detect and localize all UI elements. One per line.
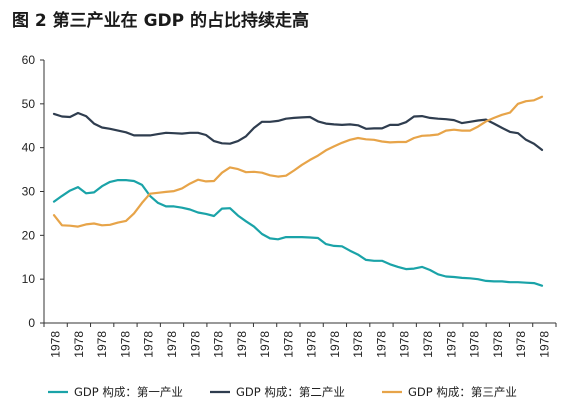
y-tick-label: 10 <box>22 272 36 286</box>
x-tick-label: 1978 <box>398 331 412 358</box>
y-tick-label: 40 <box>22 141 36 155</box>
chart-title: 图 2 第三产业在 GDP 的占比持续走高 <box>12 11 310 31</box>
x-tick-label: 1978 <box>118 331 132 358</box>
chart-legend: GDP 构成：第一产业 GDP 构成：第二产业 GDP 构成：第三产业 <box>48 385 517 399</box>
series-line-1 <box>52 179 544 287</box>
x-tick-label: 1978 <box>212 331 226 358</box>
x-tick-label: 1978 <box>188 331 202 358</box>
x-tick-label: 1978 <box>537 331 551 358</box>
x-tick-label: 1978 <box>305 331 319 358</box>
x-tick-label: 1978 <box>514 331 528 358</box>
x-tick-label: 1978 <box>374 331 388 358</box>
chart-axes <box>40 59 557 327</box>
x-tick-label: 1978 <box>165 331 179 358</box>
y-tick-label: 60 <box>22 53 36 67</box>
series-line-2 <box>52 111 544 151</box>
x-tick-label: 1978 <box>491 331 505 358</box>
y-tick-label: 0 <box>28 316 35 330</box>
legend-label-2: GDP 构成：第二产业 <box>236 385 345 399</box>
x-tick-label: 1978 <box>142 331 156 358</box>
y-tick-label: 50 <box>22 97 36 111</box>
x-tick-label: 1978 <box>421 331 435 358</box>
chart-series-lines <box>52 95 544 287</box>
x-tick-label: 1978 <box>444 331 458 358</box>
x-tick-label: 1978 <box>328 331 342 358</box>
x-tick-label: 1978 <box>235 331 249 358</box>
y-tick-label: 20 <box>22 228 36 242</box>
legend-label-3: GDP 构成：第三产业 <box>408 385 517 399</box>
x-tick-label: 1978 <box>351 331 365 358</box>
x-axis-tick-labels: 1978 1978 1978 1978 1978 1978 1978 1978 1978 1978… <box>49 331 552 358</box>
series-line-3 <box>52 95 544 228</box>
x-tick-label: 1978 <box>468 331 482 358</box>
x-tick-label: 1978 <box>281 331 295 358</box>
x-tick-label: 1978 <box>72 331 86 358</box>
x-tick-label: 1978 <box>258 331 272 358</box>
y-axis-tick-labels: 0 10 20 30 40 50 60 <box>22 53 36 330</box>
x-tick-label: 1978 <box>95 331 109 358</box>
legend-label-1: GDP 构成：第一产业 <box>74 385 183 399</box>
x-tick-label: 1978 <box>49 331 63 358</box>
y-tick-label: 30 <box>22 185 36 199</box>
